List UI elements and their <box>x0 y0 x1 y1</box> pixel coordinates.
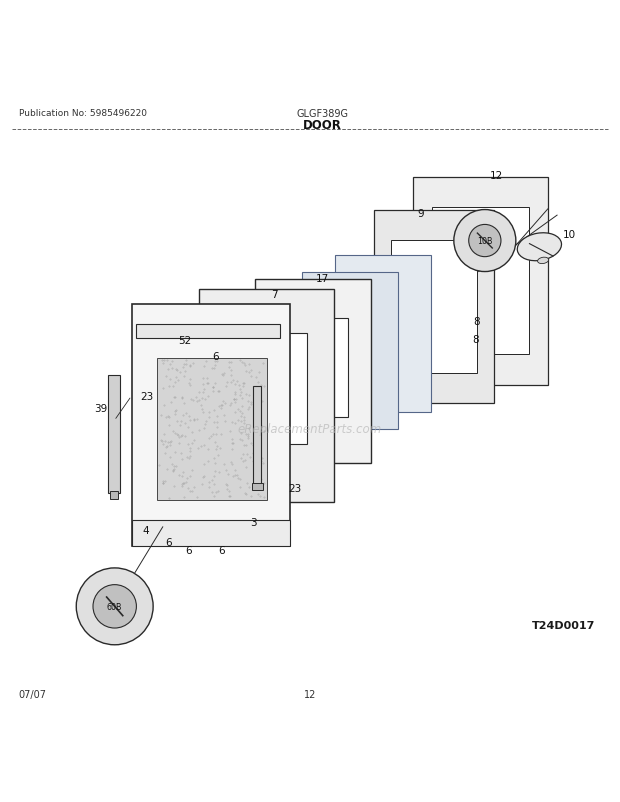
Text: 60B: 60B <box>107 602 123 611</box>
Polygon shape <box>157 358 267 500</box>
Polygon shape <box>335 256 431 412</box>
Text: 6: 6 <box>166 537 172 547</box>
Polygon shape <box>255 280 371 463</box>
Polygon shape <box>391 241 477 373</box>
Text: 6: 6 <box>185 545 192 555</box>
Polygon shape <box>374 210 494 403</box>
Polygon shape <box>278 318 348 417</box>
Ellipse shape <box>538 258 549 264</box>
Text: 6: 6 <box>212 352 218 362</box>
Text: 23: 23 <box>140 391 153 401</box>
Polygon shape <box>108 375 120 493</box>
Circle shape <box>93 585 136 628</box>
Polygon shape <box>252 483 263 490</box>
Polygon shape <box>136 324 280 338</box>
Text: 3: 3 <box>250 517 257 527</box>
Text: 39: 39 <box>94 403 107 414</box>
Ellipse shape <box>517 233 562 261</box>
Polygon shape <box>230 427 255 442</box>
Polygon shape <box>278 377 304 398</box>
Polygon shape <box>132 305 290 546</box>
Polygon shape <box>433 207 529 354</box>
Polygon shape <box>200 290 334 502</box>
Text: 12: 12 <box>304 690 316 699</box>
Circle shape <box>469 225 501 257</box>
Polygon shape <box>303 273 399 430</box>
Text: Publication No: 5985496220: Publication No: 5985496220 <box>19 109 146 118</box>
Polygon shape <box>226 334 307 444</box>
Text: 8: 8 <box>472 334 479 345</box>
Text: 23: 23 <box>288 484 301 493</box>
Text: 6: 6 <box>218 545 225 555</box>
Text: 10B: 10B <box>477 237 493 245</box>
Text: 9: 9 <box>418 209 424 219</box>
Polygon shape <box>132 520 290 546</box>
Text: 17: 17 <box>316 273 329 284</box>
Polygon shape <box>254 387 261 488</box>
Text: 7: 7 <box>271 290 278 300</box>
Circle shape <box>76 568 153 645</box>
Text: eReplacementParts.com: eReplacementParts.com <box>238 423 382 435</box>
Text: 12: 12 <box>490 171 503 180</box>
Text: DOOR: DOOR <box>303 119 342 132</box>
Text: T24D0017: T24D0017 <box>532 620 595 630</box>
Text: 8: 8 <box>474 317 480 327</box>
Circle shape <box>454 210 516 272</box>
Text: 4: 4 <box>143 525 149 535</box>
Text: 10: 10 <box>562 230 576 240</box>
Text: 07/07: 07/07 <box>19 690 46 699</box>
Text: 52: 52 <box>179 335 192 346</box>
Text: GLGF389G: GLGF389G <box>296 109 348 119</box>
Polygon shape <box>414 178 548 386</box>
Polygon shape <box>110 491 118 500</box>
